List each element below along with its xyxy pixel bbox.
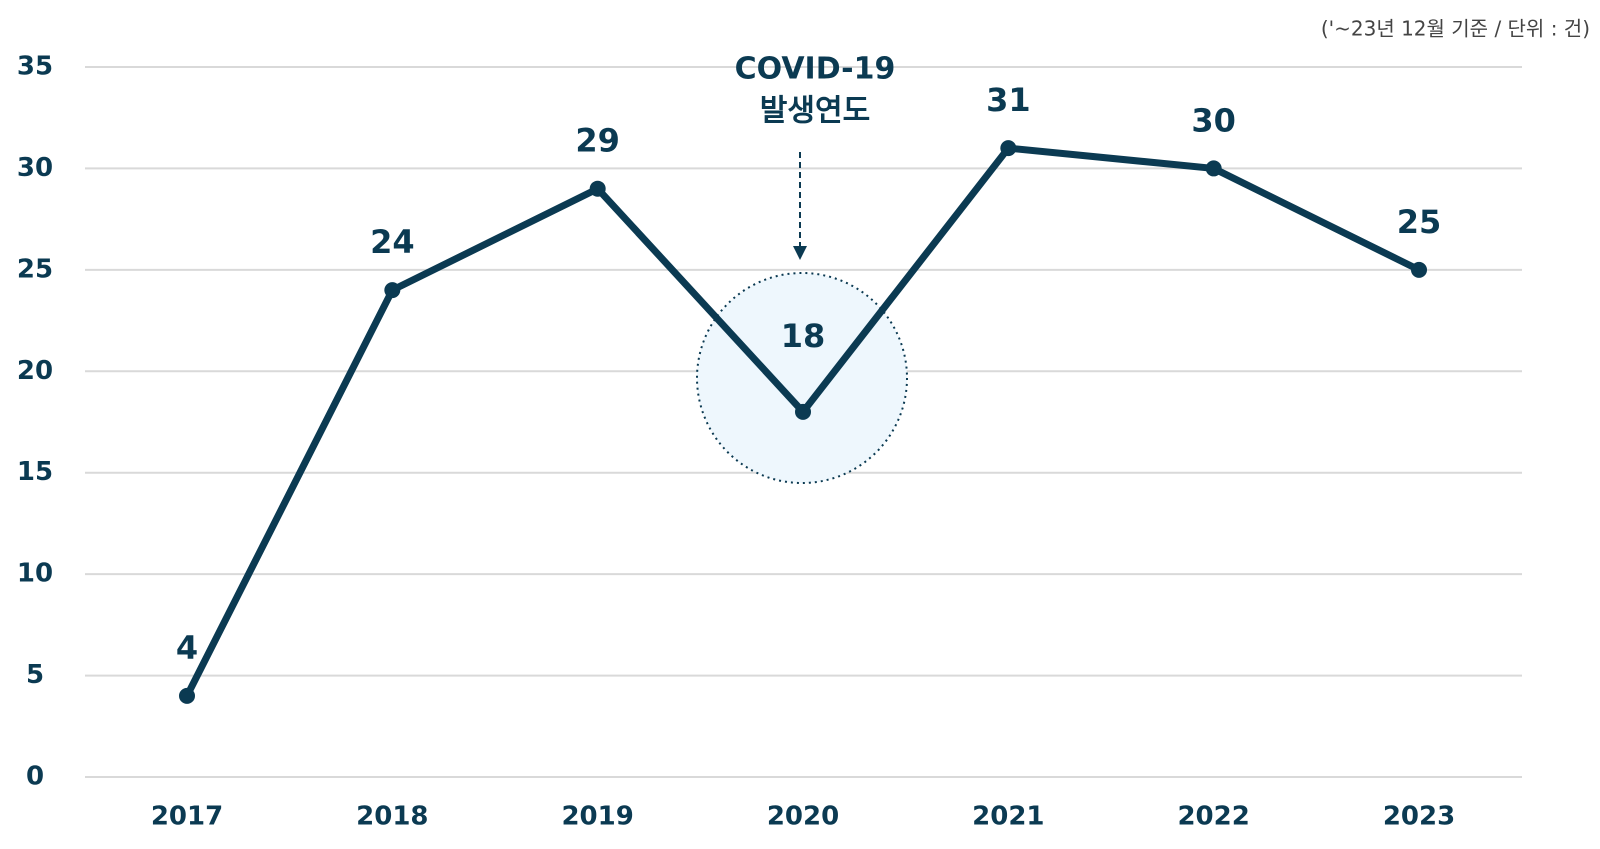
y-tick-label: 15: [17, 457, 53, 487]
x-tick-label: 2022: [1177, 802, 1249, 832]
y-tick-label: 5: [26, 660, 44, 690]
x-tick-label: 2020: [767, 802, 839, 832]
unit-note: ('~23년 12월 기준 / 단위 : 건): [1321, 17, 1590, 41]
data-point: [795, 403, 811, 420]
x-tick-label: 2019: [561, 802, 633, 832]
x-tick-label: 2021: [972, 802, 1044, 832]
data-label: 25: [1397, 203, 1442, 241]
data-label: 18: [781, 317, 826, 355]
data-label: 29: [575, 122, 620, 160]
y-tick-label: 25: [17, 254, 53, 284]
data-label: 30: [1191, 101, 1236, 139]
annotation-line: COVID-19: [735, 52, 896, 87]
x-tick-label: 2023: [1383, 802, 1455, 832]
data-point: [179, 687, 195, 704]
data-label: 24: [370, 223, 415, 261]
data-point: [1000, 140, 1017, 157]
y-tick-label: 30: [17, 153, 53, 183]
y-tick-label: 10: [17, 559, 53, 589]
arrow-head: [793, 246, 807, 260]
y-tick-label: 20: [17, 356, 53, 386]
data-point: [1411, 261, 1427, 278]
data-label: 4: [176, 629, 198, 667]
y-tick-label: 35: [17, 52, 53, 82]
annotation-line: 발생연도: [760, 94, 870, 129]
data-label: 31: [986, 81, 1031, 119]
x-tick-label: 2018: [356, 802, 428, 832]
data-point: [1205, 160, 1222, 177]
y-tick-label: 0: [26, 762, 44, 792]
highlight-circle: [696, 272, 908, 484]
x-tick-label: 2017: [151, 802, 223, 832]
data-point: [384, 282, 401, 299]
data-point: [589, 180, 606, 197]
